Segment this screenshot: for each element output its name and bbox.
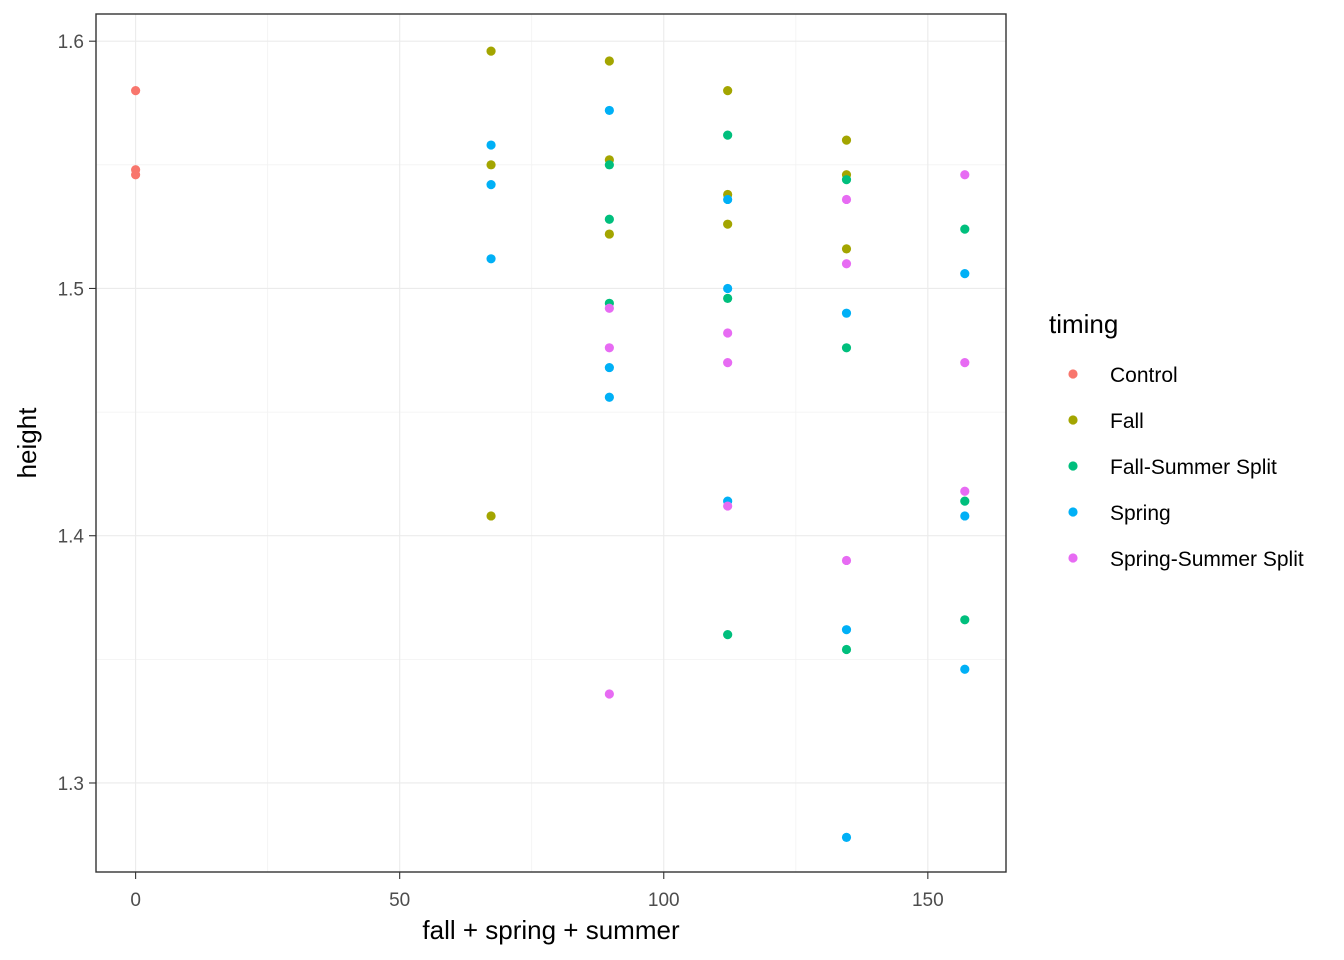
- point-spring-12: [960, 269, 970, 279]
- legend-key-spring-summer-split: [1068, 553, 1078, 563]
- y-tick-label-0: 1.3: [58, 774, 84, 795]
- x-axis-ticks: 0 50 100 150: [130, 872, 944, 911]
- legend-key-control: [1068, 369, 1078, 379]
- y-axis-title: height: [12, 407, 42, 479]
- major-gridlines: [96, 14, 1006, 872]
- point-control-0: [131, 86, 141, 96]
- point-fall-summer-split-10: [960, 496, 970, 506]
- y-axis-ticks: 1.3 1.4 1.5 1.6: [58, 32, 96, 795]
- point-fall-summer-split-5: [723, 630, 733, 640]
- point-fall-summer-split-1: [604, 214, 614, 224]
- x-tick-label-3: 150: [912, 890, 944, 911]
- legend-items: Control Fall Fall-Summer Split Spring Spring…: [1068, 364, 1304, 571]
- point-spring-summer-split-4: [723, 358, 733, 368]
- point-control-2: [131, 170, 141, 180]
- point-fall-11: [841, 244, 852, 254]
- point-spring-5: [604, 392, 614, 402]
- point-spring-1: [486, 180, 496, 190]
- legend-key-fall: [1068, 415, 1078, 425]
- data-points: [131, 46, 970, 842]
- point-spring-summer-split-5: [723, 501, 733, 511]
- point-fall-summer-split-8: [841, 644, 852, 655]
- point-fall-0: [486, 46, 496, 56]
- point-spring-2: [486, 254, 496, 264]
- legend-label-fall-summer-split: Fall-Summer Split: [1110, 456, 1277, 479]
- y-tick-label-1: 1.4: [58, 527, 85, 548]
- point-spring-13: [960, 511, 970, 521]
- point-spring-summer-split-9: [960, 170, 970, 180]
- point-spring-6: [723, 194, 733, 205]
- point-spring-summer-split-7: [841, 259, 852, 269]
- y-tick-label-2: 1.5: [58, 279, 84, 300]
- point-fall-summer-split-6: [841, 175, 852, 185]
- legend-label-spring-summer-split: Spring-Summer Split: [1110, 548, 1304, 571]
- x-tick-label-2: 100: [648, 890, 680, 911]
- x-tick-label-1: 50: [389, 890, 410, 911]
- point-spring-summer-split-2: [604, 689, 614, 699]
- point-fall-summer-split-9: [960, 224, 970, 234]
- point-fall-8: [723, 219, 733, 229]
- y-tick-label-3: 1.6: [58, 32, 84, 53]
- legend-label-fall: Fall: [1110, 410, 1144, 433]
- point-spring-14: [960, 664, 970, 674]
- point-spring-summer-split-10: [960, 358, 970, 368]
- point-fall-2: [486, 511, 496, 521]
- point-spring-summer-split-1: [604, 343, 614, 353]
- legend: timing Control Fall Fall-Summer Split Sprin…: [1049, 309, 1304, 571]
- point-spring-10: [841, 625, 852, 635]
- point-spring-11: [841, 832, 852, 842]
- legend-label-spring: Spring: [1110, 502, 1171, 525]
- legend-key-spring: [1068, 507, 1078, 517]
- point-spring-summer-split-0: [604, 303, 614, 313]
- point-spring-summer-split-8: [841, 555, 852, 566]
- point-fall-summer-split-4: [723, 293, 733, 303]
- point-fall-9: [841, 135, 852, 145]
- panel-border: [95, 13, 1007, 873]
- point-fall-3: [604, 56, 614, 66]
- point-spring-summer-split-3: [723, 328, 733, 338]
- point-spring-summer-split-6: [841, 194, 852, 205]
- legend-key-fall-summer-split: [1068, 461, 1078, 471]
- point-spring-summer-split-11: [960, 486, 970, 496]
- point-fall-5: [604, 229, 614, 239]
- point-fall-1: [486, 160, 496, 170]
- point-spring-0: [486, 140, 496, 150]
- point-fall-summer-split-7: [841, 343, 852, 353]
- point-spring-3: [604, 105, 614, 116]
- x-axis-title: fall + spring + summer: [422, 915, 680, 945]
- point-fall-6: [723, 86, 733, 96]
- minor-gridlines: [96, 14, 1006, 872]
- point-fall-summer-split-3: [723, 130, 733, 140]
- point-spring-4: [604, 362, 614, 373]
- legend-label-control: Control: [1110, 364, 1178, 387]
- x-tick-label-0: 0: [130, 890, 141, 911]
- point-spring-9: [841, 308, 852, 318]
- point-fall-summer-split-0: [604, 160, 614, 170]
- point-fall-summer-split-11: [960, 615, 970, 625]
- legend-title: timing: [1049, 309, 1118, 339]
- point-spring-7: [723, 283, 733, 294]
